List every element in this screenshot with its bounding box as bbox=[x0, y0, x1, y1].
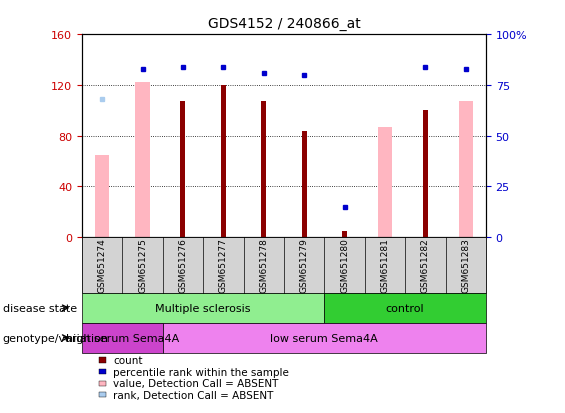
Text: GSM651281: GSM651281 bbox=[380, 238, 389, 293]
Text: GSM651276: GSM651276 bbox=[179, 238, 188, 293]
Bar bbox=[378, 128, 392, 237]
Text: GSM651282: GSM651282 bbox=[421, 238, 430, 293]
Text: Multiple sclerosis: Multiple sclerosis bbox=[155, 303, 251, 313]
Bar bbox=[302, 131, 307, 237]
Bar bbox=[342, 231, 347, 237]
Text: GSM651275: GSM651275 bbox=[138, 238, 147, 293]
Bar bbox=[423, 111, 428, 237]
Text: percentile rank within the sample: percentile rank within the sample bbox=[113, 367, 289, 377]
Text: disease state: disease state bbox=[3, 303, 77, 313]
Bar bbox=[180, 102, 185, 237]
Text: GSM651280: GSM651280 bbox=[340, 238, 349, 293]
Text: high serum Sema4A: high serum Sema4A bbox=[66, 333, 179, 343]
Text: GSM651283: GSM651283 bbox=[461, 238, 470, 293]
Bar bbox=[95, 155, 109, 237]
Bar bbox=[221, 86, 226, 237]
Text: value, Detection Call = ABSENT: value, Detection Call = ABSENT bbox=[113, 378, 279, 388]
Text: GSM651279: GSM651279 bbox=[299, 238, 308, 293]
Bar bbox=[459, 102, 473, 237]
Text: GSM651274: GSM651274 bbox=[98, 238, 107, 293]
Text: GSM651278: GSM651278 bbox=[259, 238, 268, 293]
Text: count: count bbox=[113, 355, 142, 365]
Text: control: control bbox=[386, 303, 424, 313]
Bar bbox=[261, 102, 266, 237]
Text: rank, Detection Call = ABSENT: rank, Detection Call = ABSENT bbox=[113, 390, 273, 400]
Bar bbox=[136, 83, 150, 237]
Text: low serum Sema4A: low serum Sema4A bbox=[271, 333, 378, 343]
Title: GDS4152 / 240866_at: GDS4152 / 240866_at bbox=[207, 17, 360, 31]
Text: genotype/variation: genotype/variation bbox=[3, 333, 109, 343]
Text: GSM651277: GSM651277 bbox=[219, 238, 228, 293]
